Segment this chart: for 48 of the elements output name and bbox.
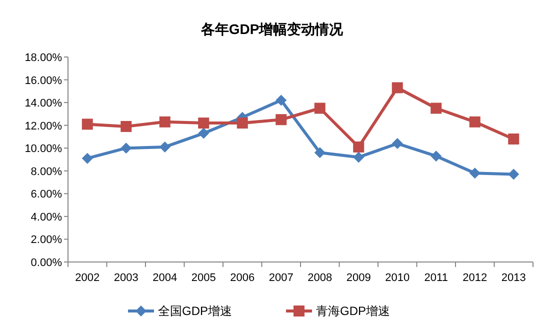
point	[392, 138, 403, 150]
point	[276, 94, 287, 106]
point	[120, 142, 132, 154]
point	[469, 168, 480, 179]
x-tick-label: 2011	[424, 272, 448, 284]
y-tick-label: 0.00%	[30, 257, 62, 269]
point	[120, 120, 132, 132]
point	[353, 152, 364, 163]
x-tick-label: 2008	[308, 272, 332, 284]
point	[198, 118, 210, 129]
y-tick-label: 4.00%	[30, 211, 62, 224]
y-tick-label: 8.00%	[30, 166, 62, 178]
point	[314, 102, 326, 114]
point	[508, 168, 520, 180]
y-tick-label: 6.00%	[30, 188, 62, 201]
chart-title: 各年GDP增幅变动情况	[200, 21, 344, 37]
point	[430, 150, 442, 162]
x-tick-label: 2009	[346, 272, 371, 284]
x-tick-label: 2010	[385, 272, 410, 284]
x-tick-label: 2013	[501, 272, 526, 284]
point	[82, 118, 93, 130]
legend-label: 青海GDP增速	[316, 304, 390, 318]
point	[508, 134, 520, 144]
point	[159, 116, 170, 128]
point	[236, 118, 248, 129]
y-tick-label: 10.00%	[24, 143, 62, 156]
y-tick-label: 12.00%	[24, 120, 62, 132]
x-tick-label: 2012	[462, 272, 488, 284]
point	[469, 116, 480, 128]
point	[82, 152, 93, 164]
point	[314, 147, 326, 158]
x-tick-label: 2007	[268, 272, 294, 284]
point	[276, 114, 287, 126]
y-tick-label: 16.00%	[24, 74, 62, 87]
y-tick-label: 2.00%	[30, 234, 62, 246]
x-tick-label: 2005	[191, 272, 216, 284]
point	[353, 141, 364, 152]
point	[198, 128, 210, 139]
point	[159, 141, 170, 152]
x-tick-label: 2003	[114, 272, 138, 284]
y-tick-label: 14.00%	[24, 98, 62, 110]
point	[430, 102, 442, 114]
y-tick-label: 18.00%	[24, 52, 62, 64]
legend-label: 全国GDP增速	[158, 304, 232, 318]
x-tick-label: 2002	[75, 272, 100, 284]
x-tick-label: 2006	[230, 272, 255, 284]
x-tick-label: 2004	[152, 272, 178, 284]
point	[392, 82, 403, 94]
